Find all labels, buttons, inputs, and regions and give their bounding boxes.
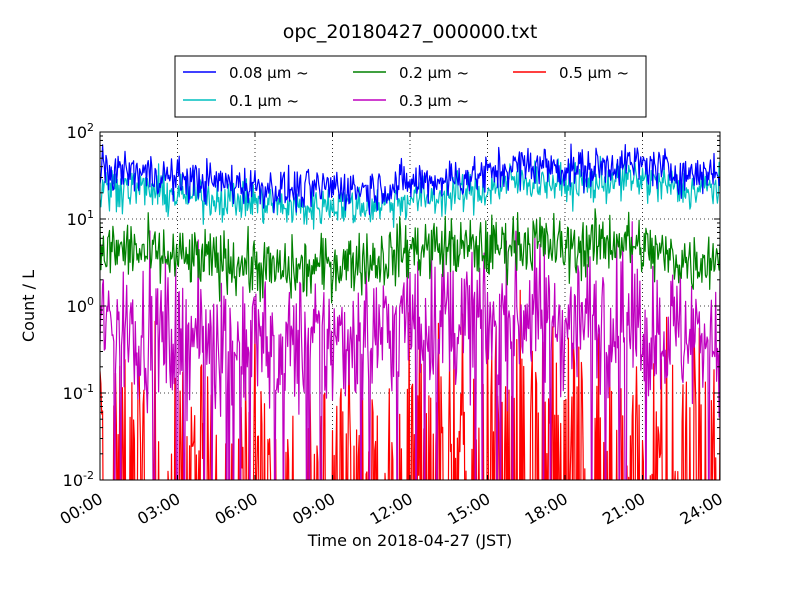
legend-frame <box>174 55 647 118</box>
series-line <box>100 143 720 215</box>
y-tick-label: 10-1 <box>63 382 94 403</box>
legend-label: 0.1 μm ~ <box>229 92 299 110</box>
series-line <box>100 208 720 304</box>
y-tick-label: 10-2 <box>63 469 94 490</box>
legend-label: 0.08 μm ~ <box>229 64 309 82</box>
y-tick-label: 101 <box>67 208 94 229</box>
legend-label: 0.2 μm ~ <box>399 64 469 82</box>
y-tick-label: 100 <box>67 295 94 316</box>
y-axis-label: Count / L <box>19 270 38 342</box>
legend-label: 0.5 μm ~ <box>559 64 629 82</box>
x-axis-label: Time on 2018-04-27 (JST) <box>307 531 512 550</box>
plot-area <box>100 143 720 480</box>
chart-title: opc_20180427_000000.txt <box>283 21 538 43</box>
y-tick-label: 102 <box>67 121 94 142</box>
legend: 0.08 μm ~ 0.1 μm ~ 0.2 μm ~ 0.3 μm ~ 0.5 μm … <box>174 55 647 118</box>
legend-label: 0.3 μm ~ <box>399 92 469 110</box>
